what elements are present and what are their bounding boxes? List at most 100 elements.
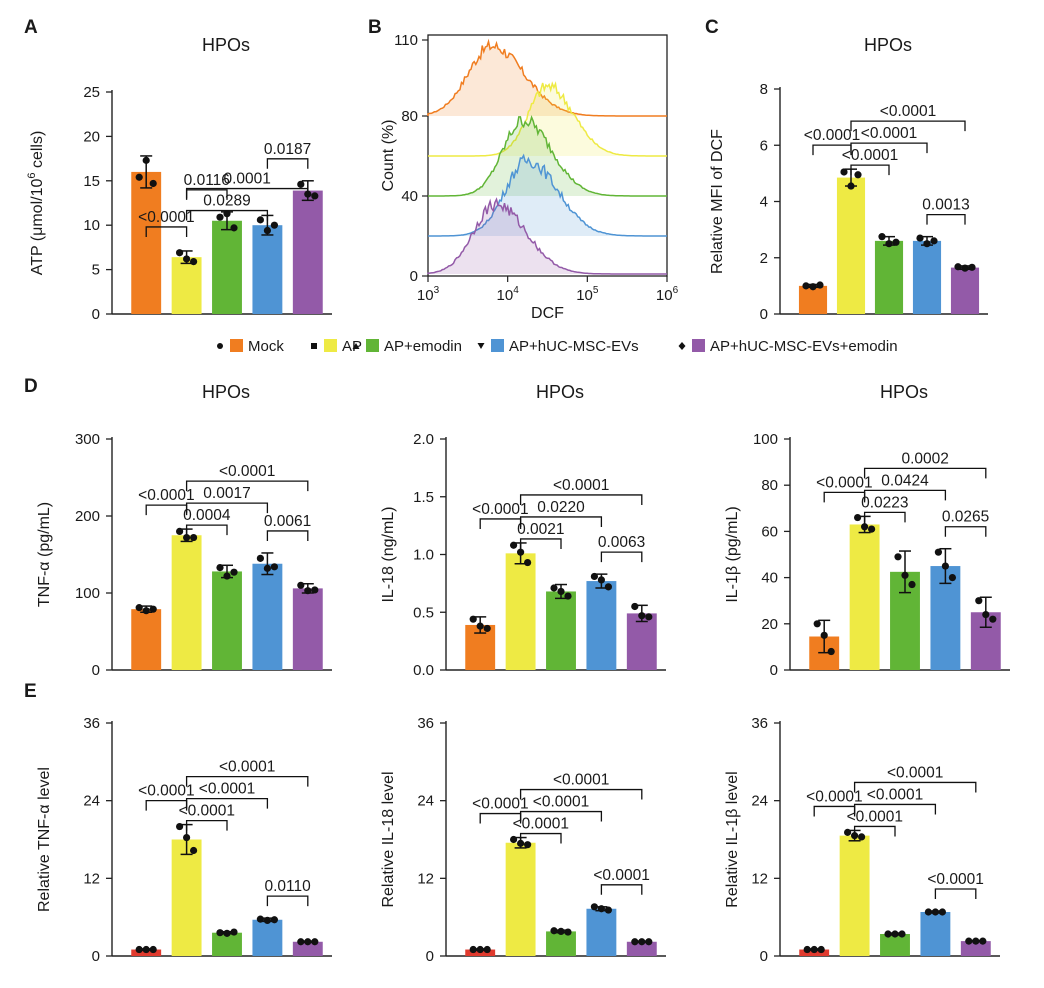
data-point xyxy=(816,281,824,289)
legend-label: Mock xyxy=(248,338,284,355)
significance-bracket xyxy=(519,516,603,527)
significance-bracket xyxy=(185,819,228,831)
significance-bracket xyxy=(185,797,269,809)
y-axis-label: IL-18 (ng/mL) xyxy=(380,506,397,602)
bar-ap-huc-msc-evs-emodin xyxy=(950,267,980,314)
data-point xyxy=(135,604,143,612)
p-value-label: <0.0001 xyxy=(867,786,923,803)
data-point xyxy=(476,622,484,630)
p-value-label: <0.0001 xyxy=(533,794,589,811)
bar-ap xyxy=(171,839,202,956)
data-point xyxy=(517,548,525,556)
p-value-label: 0.0223 xyxy=(861,494,908,511)
y-tick-label: 100 xyxy=(753,431,778,448)
p-value-label: 0.0002 xyxy=(901,450,948,467)
bar-mock xyxy=(131,609,162,670)
y-axis-label: TNF-α (pg/mL) xyxy=(36,502,53,607)
significance-bracket xyxy=(850,142,928,154)
data-point xyxy=(311,938,319,946)
y-tick-label: 0.0 xyxy=(413,662,434,679)
data-point xyxy=(483,624,491,633)
y-axis-label: Count (%) xyxy=(380,119,397,191)
legend-label: AP+hUC-MSC-EVs xyxy=(509,338,639,355)
bar-ap-huc-msc-evs xyxy=(252,225,283,314)
legend-swatch xyxy=(366,339,379,352)
y-axis-label: Relative TNF-α level xyxy=(36,767,53,912)
significance-bracket xyxy=(185,502,269,514)
data-point xyxy=(854,513,862,522)
data-point xyxy=(891,930,899,938)
y-tick-label: 0 xyxy=(92,306,100,323)
legend-marker-square xyxy=(311,343,317,349)
legend-label: AP xyxy=(342,338,362,355)
data-point xyxy=(297,180,305,188)
data-point xyxy=(590,903,599,911)
data-point xyxy=(311,586,319,594)
bar-ap-huc-msc-evs-emodin xyxy=(626,613,657,670)
y-tick-label: 0 xyxy=(410,268,418,285)
data-point xyxy=(965,937,973,945)
bar-ap-huc-msc-evs-emodin xyxy=(292,588,323,670)
significance-bracket xyxy=(185,480,309,492)
bar-ap xyxy=(839,835,870,956)
data-point xyxy=(938,908,947,916)
data-point xyxy=(216,929,224,937)
panel-label: C xyxy=(705,17,719,38)
y-tick-label: 20 xyxy=(761,616,778,633)
p-value-label: <0.0001 xyxy=(816,474,872,491)
significance-bracket xyxy=(853,825,896,837)
data-point xyxy=(948,574,957,582)
y-tick-label: 12 xyxy=(751,870,768,887)
data-point xyxy=(840,168,848,176)
data-point xyxy=(590,572,599,581)
y-tick-label: 80 xyxy=(761,477,778,494)
y-tick-label: 36 xyxy=(751,715,768,732)
data-point xyxy=(924,908,933,916)
data-point xyxy=(908,580,916,589)
y-tick-label: 100 xyxy=(75,585,100,602)
data-point xyxy=(597,905,606,913)
significance-bracket xyxy=(600,884,643,895)
data-point xyxy=(564,592,572,600)
p-value-label: 0.0063 xyxy=(598,534,645,551)
data-point xyxy=(263,226,271,235)
y-tick-label: 200 xyxy=(75,508,100,525)
data-point xyxy=(604,906,613,914)
x-axis-label: DCF xyxy=(531,305,564,322)
bar-ap-emodin xyxy=(212,932,242,956)
p-value-label: <0.0001 xyxy=(887,764,943,781)
data-point xyxy=(270,916,278,924)
data-point xyxy=(972,937,980,945)
significance-bracket xyxy=(145,226,188,237)
data-point xyxy=(483,945,491,954)
y-tick-label: 1.5 xyxy=(413,489,434,506)
bar-ap-huc-msc-evs xyxy=(252,563,283,670)
y-tick-label: 36 xyxy=(417,715,434,732)
y-tick-label: 25 xyxy=(83,84,100,101)
data-point xyxy=(149,605,157,613)
data-point xyxy=(311,192,319,200)
data-point xyxy=(230,224,238,232)
data-point xyxy=(256,216,264,224)
data-point xyxy=(142,156,150,164)
significance-bracket xyxy=(853,781,977,793)
p-value-label: <0.0001 xyxy=(199,781,255,798)
legend-marker-dot xyxy=(217,343,223,349)
p-value-label: 0.0220 xyxy=(537,499,585,516)
data-point xyxy=(149,945,157,954)
data-point xyxy=(524,841,532,849)
data-point xyxy=(223,210,231,218)
significance-bracket xyxy=(519,538,562,549)
data-point xyxy=(476,945,484,954)
bar-mock xyxy=(131,171,162,314)
panel-label: E xyxy=(24,681,37,702)
data-point xyxy=(176,249,184,257)
y-tick-label: 5 xyxy=(92,262,100,279)
histogram-fill xyxy=(428,83,667,156)
data-point xyxy=(190,258,198,266)
data-point xyxy=(645,613,653,621)
panel-label: A xyxy=(24,17,38,38)
data-point xyxy=(524,558,532,567)
data-point xyxy=(861,523,869,531)
histogram-fill xyxy=(428,199,667,274)
